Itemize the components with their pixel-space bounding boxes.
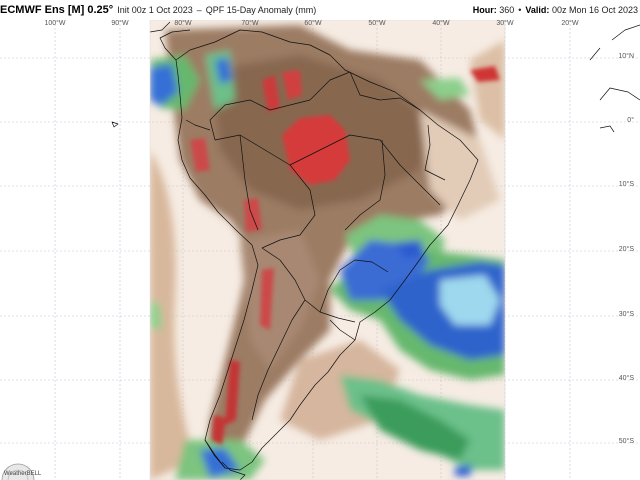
lat-label: 20°S bbox=[618, 246, 634, 253]
weatherbell-logo bbox=[1, 463, 35, 480]
lon-label: 70°W bbox=[241, 20, 259, 27]
lon-label: 100°W bbox=[44, 20, 66, 27]
valid-value: 00z Mon 16 Oct 2023 bbox=[551, 5, 638, 15]
map-header: ECMWF Ens [M] 0.25° Init 00z 1 Oct 2023–… bbox=[0, 0, 640, 20]
lon-label: 60°W bbox=[304, 20, 322, 27]
lon-label: 40°W bbox=[432, 20, 450, 27]
lon-label: 80°W bbox=[174, 20, 192, 27]
product-name: QPF 15-Day Anomaly (mm) bbox=[205, 5, 317, 15]
lat-label: 30°S bbox=[618, 311, 634, 318]
hour-value: 360 bbox=[499, 5, 515, 15]
longitude-labels: 100°W 90°W 80°W 70°W 60°W 50°W 40°W 30°W… bbox=[0, 20, 640, 32]
lon-label: 90°W bbox=[111, 20, 129, 27]
logo-text: WeatherBELL bbox=[4, 471, 42, 477]
model-name: ECMWF Ens [M] 0.25° bbox=[0, 4, 114, 16]
lat-label: 0° bbox=[627, 117, 634, 124]
valid-info: Hour: 360 • Valid: 00z Mon 16 Oct 2023 bbox=[472, 5, 638, 15]
lon-label: 30°W bbox=[496, 20, 514, 27]
lon-label: 50°W bbox=[368, 20, 386, 27]
lon-label: 20°W bbox=[561, 20, 579, 27]
hour-label: Hour: bbox=[472, 5, 497, 15]
run-info: Init 00z 1 Oct 2023– QPF 15-Day Anomaly (… bbox=[117, 5, 317, 15]
country-borders bbox=[111, 21, 640, 480]
lat-label: 10°N bbox=[618, 53, 634, 60]
model-domain-frame bbox=[149, 19, 506, 480]
anomaly-field bbox=[150, 20, 505, 480]
init-time: Init 00z 1 Oct 2023 bbox=[117, 5, 193, 15]
lat-label: 40°S bbox=[618, 375, 634, 382]
valid-label: Valid: bbox=[525, 5, 550, 15]
lat-label: 50°S bbox=[618, 438, 634, 445]
lat-label: 10°S bbox=[618, 181, 634, 188]
